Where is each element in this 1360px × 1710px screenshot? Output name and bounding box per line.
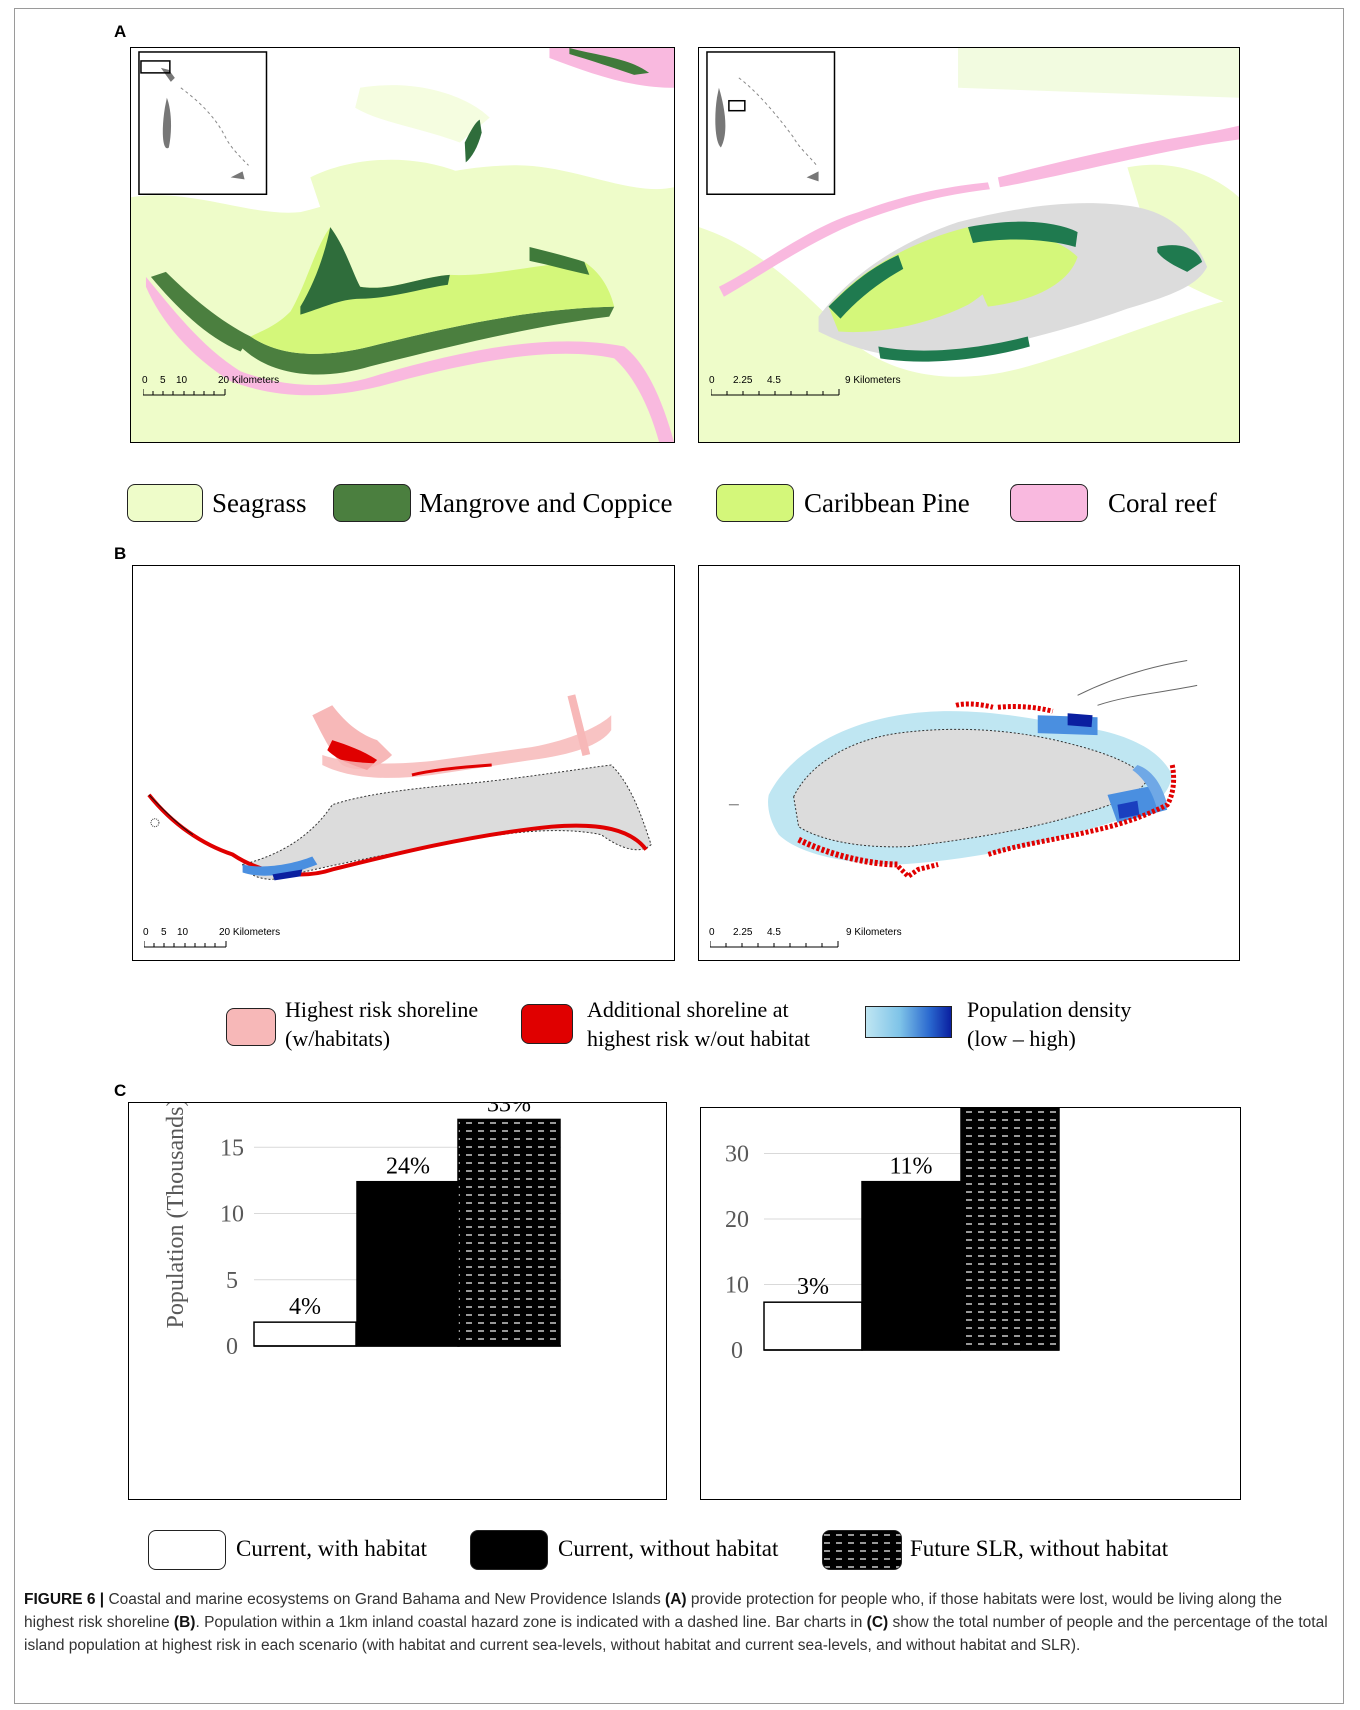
y-tick-label: 15 bbox=[220, 1135, 244, 1161]
caption-ref-a: (A) bbox=[665, 1591, 687, 1608]
map-grand-bahama-risk: 0 5 10 20 Kilometers bbox=[132, 565, 675, 961]
legend-swatch-highest-risk bbox=[226, 1008, 276, 1046]
legend-swatch-future-slr bbox=[822, 1530, 902, 1570]
legend-label-seagrass: Seagrass bbox=[212, 488, 307, 518]
legend-label-additional-1: Additional shoreline at bbox=[587, 997, 789, 1022]
figure-frame bbox=[14, 8, 1344, 1704]
bar-current-without-habitat bbox=[861, 1180, 961, 1351]
y-tick-label: 0 bbox=[226, 1334, 238, 1360]
caption-text-4: show the total number of people and the … bbox=[24, 1614, 1328, 1654]
legend-swatch-additional bbox=[521, 1004, 573, 1044]
scale-bar-grand-bahama-risk: 0 5 10 20 Kilometers bbox=[133, 566, 674, 960]
bar-current-with-habitat bbox=[253, 1321, 357, 1347]
panel-label-a: A bbox=[114, 22, 127, 41]
legend-swatch-population-density bbox=[865, 1006, 952, 1038]
y-tick-label: 0 bbox=[731, 1338, 743, 1364]
legend-label-current-without: Current, without habitat bbox=[558, 1536, 779, 1561]
bar-chart-grand-bahama: Grand BahamaPopulation (Thousands)051015… bbox=[163, 1103, 561, 1360]
bar-current-without-habitat bbox=[356, 1180, 460, 1347]
caption-text-1: Coastal and marine ecosystems on Grand B… bbox=[104, 1591, 666, 1608]
legend-label-current-with: Current, with habitat bbox=[236, 1536, 427, 1561]
caption-figure-number: FIGURE 6 | bbox=[24, 1591, 105, 1608]
map-new-providence-habitats: 0 2.25 4.5 9 Kilometers bbox=[698, 47, 1240, 443]
legend-label-mangrove: Mangrove and Coppice bbox=[419, 488, 673, 518]
chart-box-new-providence: New ProvidencePopulation (Thousands)0102… bbox=[700, 1107, 1241, 1500]
data-label: 33% bbox=[487, 1103, 531, 1117]
y-tick-label: 30 bbox=[725, 1142, 749, 1168]
legend-swatch-seagrass bbox=[127, 484, 203, 522]
legend-label-coral: Coral reef bbox=[1108, 488, 1217, 518]
y-tick-label: 5 bbox=[226, 1268, 238, 1294]
caption-text-2: provide protection for people who, if th… bbox=[24, 1591, 1282, 1631]
y-tick-label: 20 bbox=[725, 1207, 749, 1233]
panel-label-b: B bbox=[114, 544, 127, 563]
legend-label-highest-risk-1: Highest risk shoreline bbox=[285, 997, 479, 1022]
scale-bar-new-providence-risk: 0 2.25 4.5 9 Kilometers bbox=[699, 566, 1239, 960]
legend-scenarios: Current, with habitat Current, without h… bbox=[0, 1528, 1360, 1574]
data-label: 24% bbox=[386, 1154, 430, 1180]
y-tick-label: 10 bbox=[220, 1202, 244, 1228]
bar-chart-new-providence: New ProvidencePopulation (Thousands)0102… bbox=[725, 1108, 1060, 1364]
legend-label-future-slr: Future SLR, without habitat bbox=[910, 1536, 1169, 1561]
legend-swatch-current-without bbox=[470, 1530, 548, 1570]
legend-label-additional-2: highest risk w/out habitat bbox=[587, 1026, 811, 1051]
chart-box-grand-bahama: Grand BahamaPopulation (Thousands)051015… bbox=[128, 1102, 667, 1500]
bar-future-slr-without-habitat bbox=[960, 1108, 1060, 1351]
caption-ref-b: (B) bbox=[173, 1614, 196, 1631]
caption-ref-c: (C) bbox=[866, 1614, 889, 1631]
scale-bar-new-providence: 0 2.25 4.5 9 Kilometers bbox=[699, 48, 1239, 442]
scale-bar-grand-bahama: 0 5 10 20 Kilometers bbox=[131, 48, 674, 442]
legend-label-highest-risk-2: (w/habitats) bbox=[285, 1026, 391, 1051]
panel-label-c: C bbox=[114, 1081, 127, 1100]
legend-risk: Highest risk shoreline (w/habitats) Addi… bbox=[0, 995, 1360, 1059]
legend-label-pine: Caribbean Pine bbox=[804, 488, 970, 518]
legend-label-density-1: Population density bbox=[967, 997, 1132, 1022]
legend-swatch-current-with bbox=[148, 1530, 226, 1570]
data-label: 4% bbox=[289, 1294, 321, 1320]
legend-swatch-mangrove bbox=[333, 484, 411, 522]
figure-caption: FIGURE 6 | Coastal and marine ecosystems… bbox=[24, 1588, 1334, 1657]
legend-habitats: Seagrass Mangrove and Coppice Caribbean … bbox=[0, 480, 1360, 528]
data-label: 3% bbox=[797, 1274, 829, 1300]
map-grand-bahama-habitats: 0 5 10 20 Kilometers bbox=[130, 47, 675, 443]
y-tick-label: 10 bbox=[725, 1273, 749, 1299]
data-label: 11% bbox=[889, 1154, 932, 1180]
caption-text-3: . Population within a 1km inland coastal… bbox=[195, 1614, 867, 1631]
legend-swatch-pine bbox=[716, 484, 794, 522]
bar-future-slr-without-habitat bbox=[457, 1118, 561, 1347]
legend-label-density-2: (low – high) bbox=[967, 1026, 1076, 1051]
y-axis-label: Population (Thousands) bbox=[163, 1103, 189, 1328]
legend-swatch-coral bbox=[1010, 484, 1088, 522]
bar-current-with-habitat bbox=[763, 1301, 863, 1351]
map-new-providence-risk: 0 2.25 4.5 9 Kilometers bbox=[698, 565, 1240, 961]
